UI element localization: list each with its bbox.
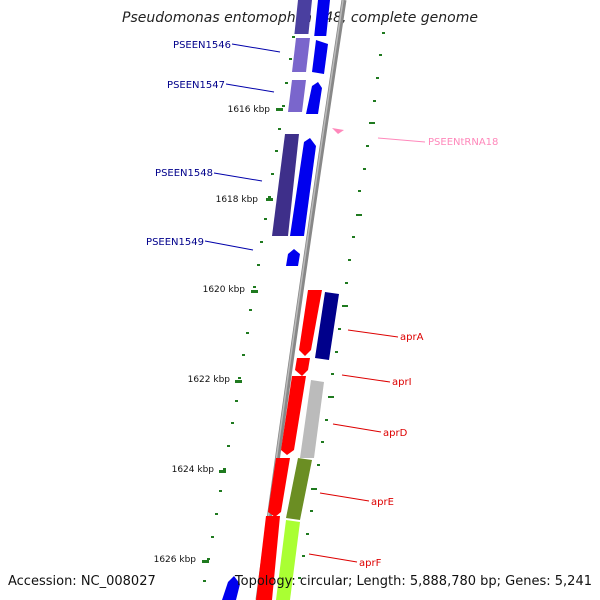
feature-top-partial — [294, 0, 330, 36]
kbp-label-1618: 1618 kbp — [216, 195, 259, 205]
outer-dotted-ring-right — [298, 32, 385, 579]
gene-label-pseen1549[interactable]: PSEEN1549 — [146, 237, 204, 248]
gene-label-pseen1546[interactable]: PSEEN1546 — [173, 40, 231, 51]
gene-label-pseen1548[interactable]: PSEEN1548 — [155, 168, 213, 179]
feature-pseen1549[interactable] — [286, 249, 300, 266]
feature-apre[interactable] — [268, 458, 312, 520]
feature-trna18[interactable] — [332, 128, 344, 134]
gene-label-pseentrna18[interactable]: PSEENtRNA18 — [428, 137, 498, 148]
feature-pseen1546[interactable] — [292, 38, 328, 74]
feature-apra[interactable] — [299, 290, 339, 360]
feature-apri[interactable] — [295, 358, 310, 376]
topology-text: Topology: circular; Length: 5,888,780 bp… — [234, 574, 592, 589]
kbp-label-1616: 1616 kbp — [228, 105, 271, 115]
kbp-label-1620: 1620 kbp — [203, 285, 246, 295]
kbp-label-1624: 1624 kbp — [172, 465, 215, 475]
label-connectors — [204, 43, 426, 563]
gene-label-aprf[interactable]: aprF — [359, 558, 382, 569]
gene-label-aprd[interactable]: aprD — [383, 428, 408, 439]
feature-bottom-partial — [222, 576, 240, 600]
feature-pseen1547[interactable] — [288, 80, 322, 114]
feature-pseen1548[interactable] — [272, 134, 316, 236]
accession-text: Accession: NC_008027 — [8, 574, 156, 589]
gene-label-apra[interactable]: aprA — [400, 332, 424, 343]
kbp-ticks — [202, 108, 283, 563]
gene-label-pseen1547[interactable]: PSEEN1547 — [167, 80, 225, 91]
gene-label-apri[interactable]: aprI — [392, 377, 412, 388]
gene-label-apre[interactable]: aprE — [371, 497, 394, 508]
outer-dotted-ring-left — [203, 36, 295, 582]
kbp-label-1626: 1626 kbp — [154, 555, 197, 565]
feature-aprf[interactable] — [256, 516, 300, 600]
kbp-label-1622: 1622 kbp — [188, 375, 231, 385]
feature-aprd[interactable] — [281, 376, 324, 458]
genome-backbone — [255, 0, 347, 600]
